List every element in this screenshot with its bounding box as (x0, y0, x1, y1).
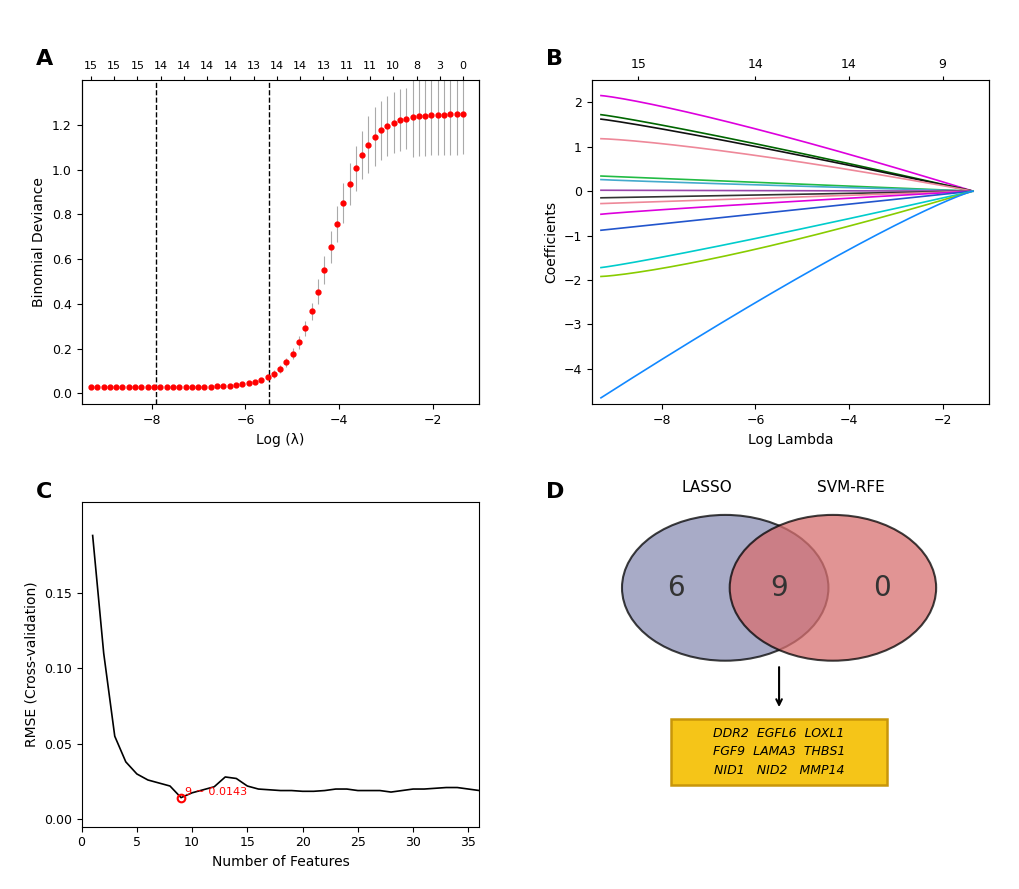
Text: 0: 0 (872, 573, 891, 602)
Text: SVM-RFE: SVM-RFE (816, 480, 883, 495)
FancyBboxPatch shape (671, 719, 886, 785)
Text: A: A (36, 49, 53, 68)
Text: 9: 9 (769, 573, 788, 602)
Text: C: C (36, 482, 52, 501)
Ellipse shape (729, 515, 935, 661)
Y-axis label: Binomial Deviance: Binomial Deviance (33, 177, 46, 308)
Y-axis label: Coefficients: Coefficients (543, 201, 557, 284)
Text: 6: 6 (666, 573, 684, 602)
X-axis label: Number of Features: Number of Features (211, 855, 350, 869)
Text: LASSO: LASSO (682, 480, 732, 495)
X-axis label: Log Lambda: Log Lambda (747, 433, 833, 447)
Text: FGF9  LAMA3  THBS1: FGF9 LAMA3 THBS1 (712, 745, 845, 758)
Ellipse shape (622, 515, 827, 661)
Text: DDR2  EGFL6  LOXL1: DDR2 EGFL6 LOXL1 (712, 727, 844, 741)
Text: B: B (545, 49, 562, 68)
X-axis label: Log (λ): Log (λ) (256, 433, 305, 447)
Text: 9 ~ 0.0143: 9 ~ 0.0143 (185, 787, 248, 797)
Text: D: D (545, 482, 564, 501)
Text: NID1   NID2   MMP14: NID1 NID2 MMP14 (713, 764, 844, 777)
Y-axis label: RMSE (Cross-validation): RMSE (Cross-validation) (24, 581, 39, 748)
